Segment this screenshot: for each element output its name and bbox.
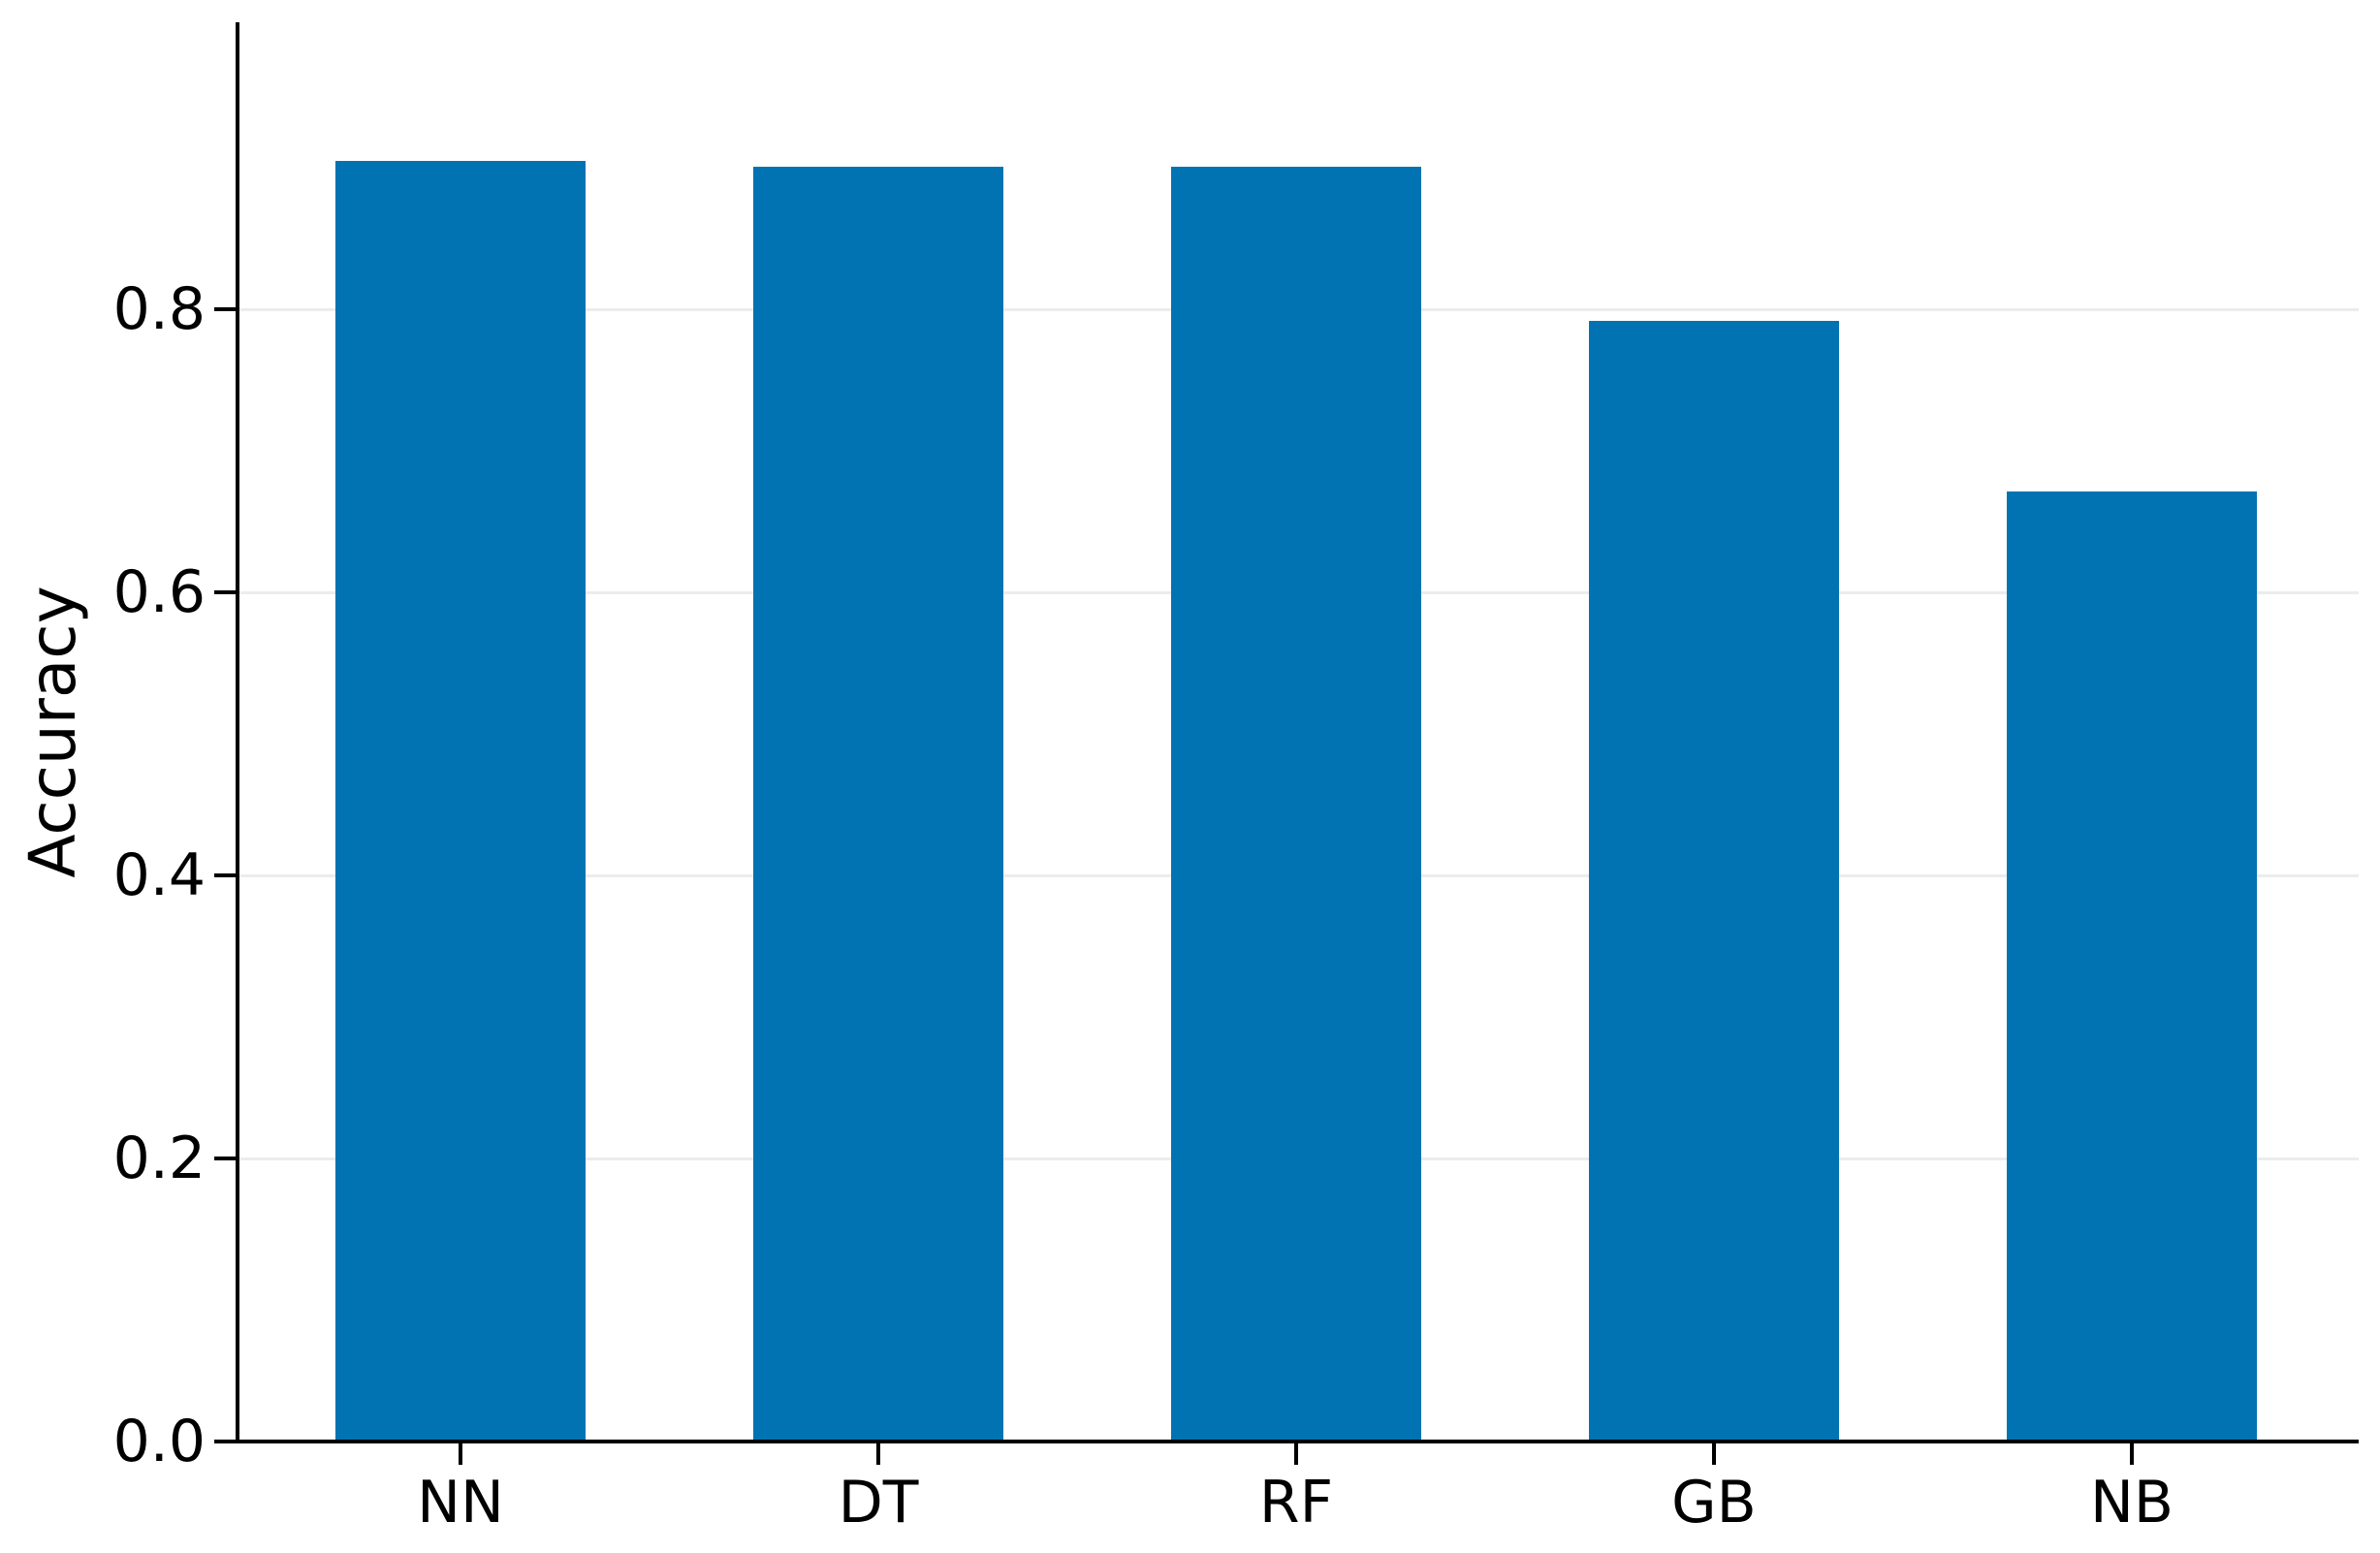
- x-tickmark-rf: [1294, 1443, 1298, 1465]
- y-axis-spine: [236, 22, 239, 1443]
- x-tick-label-gb: GB: [1671, 1469, 1757, 1537]
- y-tick-label: 0.0: [112, 1408, 206, 1475]
- y-tick-label: 0.4: [112, 841, 206, 909]
- x-tickmark-nn: [459, 1443, 462, 1465]
- y-tickmark-0.0: [214, 1440, 236, 1443]
- bar-nn: [335, 160, 586, 1442]
- y-tickmark-0.4: [214, 873, 236, 877]
- y-tickmark-0.6: [214, 590, 236, 594]
- y-tick-label: 0.2: [112, 1125, 206, 1192]
- bar-dt: [753, 166, 1003, 1442]
- bar-nb: [2007, 491, 2257, 1442]
- y-tick-label: 0.8: [112, 275, 206, 343]
- x-tick-label-nb: NB: [2089, 1469, 2174, 1537]
- x-tick-label-dt: DT: [838, 1469, 919, 1537]
- x-axis-spine: [236, 1440, 2359, 1443]
- x-tickmark-nb: [2130, 1443, 2134, 1465]
- y-tickmark-0.2: [214, 1157, 236, 1160]
- bar-gb: [1589, 320, 1839, 1442]
- x-tick-label-nn: NN: [417, 1469, 504, 1537]
- x-tickmark-dt: [876, 1443, 880, 1465]
- x-tickmark-gb: [1712, 1443, 1716, 1465]
- x-tick-label-rf: RF: [1258, 1469, 1334, 1537]
- y-tickmark-0.8: [214, 307, 236, 311]
- bar-rf: [1171, 166, 1421, 1442]
- y-tick-label: 0.6: [112, 558, 206, 626]
